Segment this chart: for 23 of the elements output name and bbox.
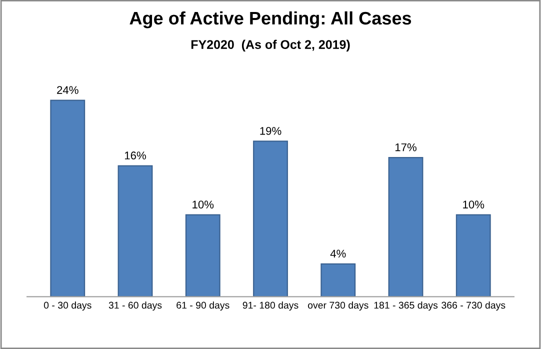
x-tick-label: 181 - 365 days xyxy=(374,302,438,311)
bar xyxy=(456,214,491,297)
data-label: 19% xyxy=(260,127,282,135)
bar xyxy=(50,100,86,297)
data-label: 16% xyxy=(124,152,146,160)
x-tick-label: 366 - 730 days xyxy=(442,302,506,311)
data-label: 10% xyxy=(192,200,214,208)
chart-title: Age of Active Pending: All Cases xyxy=(130,11,412,28)
bar xyxy=(185,214,220,297)
bar xyxy=(388,157,424,297)
x-tick-label: 61 - 90 days xyxy=(176,302,230,311)
x-tick-label: over 730 days xyxy=(308,302,368,311)
data-label: 24% xyxy=(57,86,78,94)
chart-subtitle: FY2020 (As of Oct 2, 2019) xyxy=(191,40,350,52)
data-label: 17% xyxy=(395,143,416,152)
x-tick-label: 31 - 60 days xyxy=(108,302,162,311)
x-tick-label: 0 - 30 days xyxy=(44,302,92,311)
bar xyxy=(253,140,288,297)
data-label: 4% xyxy=(330,250,346,258)
data-label: 10% xyxy=(463,200,484,208)
x-tick-label: 91- 180 days xyxy=(242,302,298,311)
bar xyxy=(320,263,356,297)
bar xyxy=(118,165,153,297)
